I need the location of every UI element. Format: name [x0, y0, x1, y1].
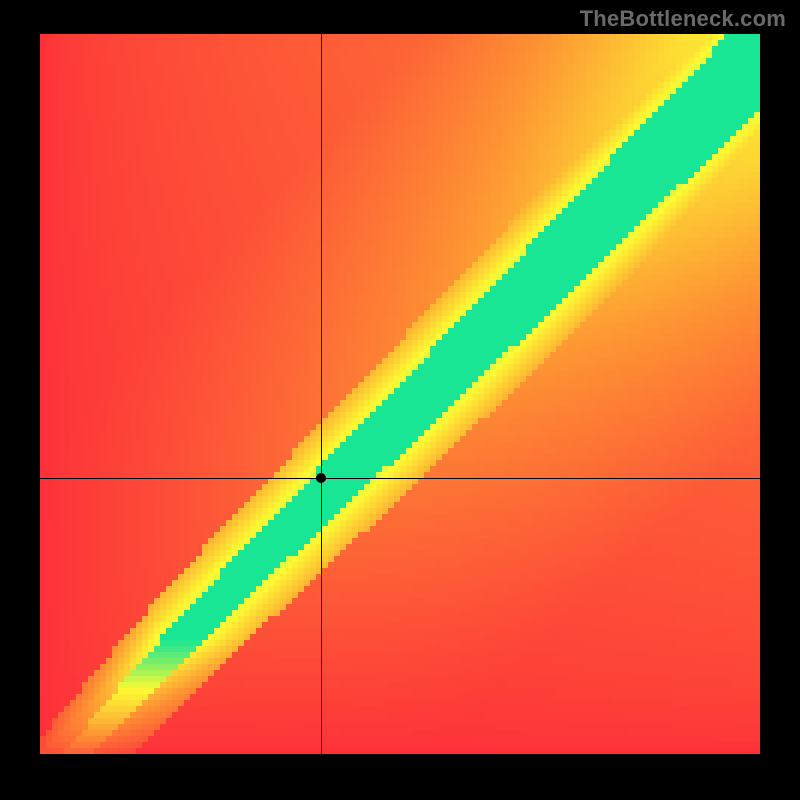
crosshair-horizontal — [40, 478, 760, 479]
chart-container: TheBottleneck.com — [0, 0, 800, 800]
crosshair-vertical — [321, 34, 322, 754]
selection-marker — [316, 473, 326, 483]
bottleneck-heatmap — [40, 34, 760, 754]
watermark-text: TheBottleneck.com — [580, 6, 786, 32]
